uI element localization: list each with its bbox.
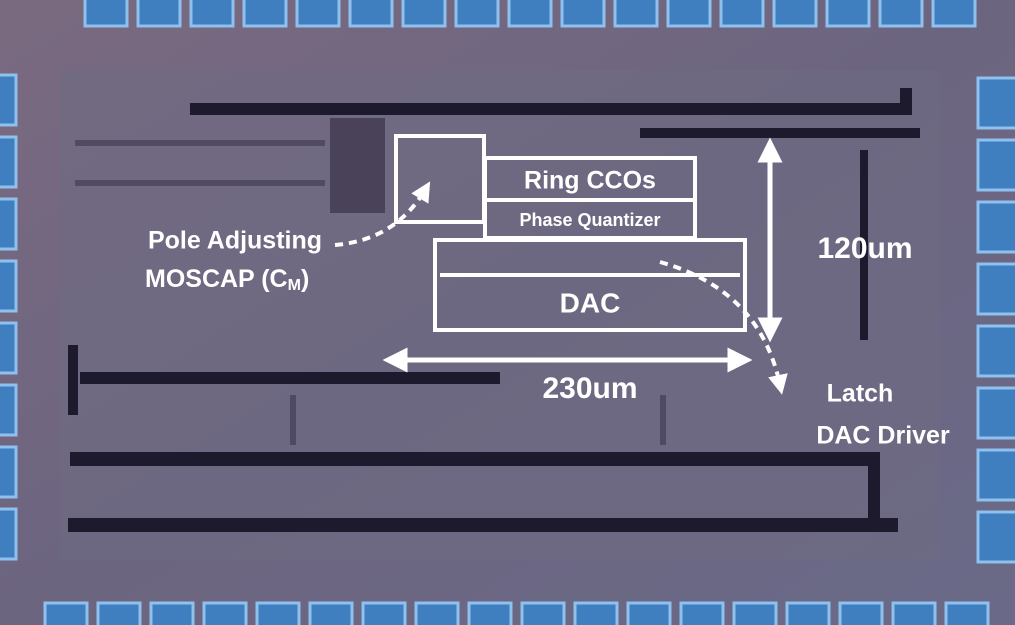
- bond-pad: [976, 324, 1015, 378]
- bond-pad: [0, 445, 18, 499]
- bond-pad: [976, 510, 1015, 564]
- bond-pad: [149, 601, 195, 625]
- trace: [860, 150, 868, 340]
- trace: [75, 140, 325, 146]
- bond-pad: [348, 0, 394, 28]
- bond-pad: [613, 0, 659, 28]
- trace: [190, 103, 910, 115]
- bond-pad: [976, 200, 1015, 254]
- bond-pad: [626, 601, 672, 625]
- bond-pad: [0, 259, 18, 313]
- dac-box: [433, 238, 747, 332]
- bond-pad: [83, 0, 129, 28]
- bond-pad: [976, 76, 1015, 130]
- bond-pad: [679, 601, 725, 625]
- moscap-subscript: M: [288, 277, 301, 294]
- bond-pad: [931, 0, 977, 28]
- trace: [68, 345, 78, 415]
- bond-pad: [454, 0, 500, 28]
- bond-pad: [666, 0, 712, 28]
- bond-pad: [520, 601, 566, 625]
- latch-label: Latch: [827, 380, 894, 408]
- bond-pad: [136, 0, 182, 28]
- dac-label: DAC: [560, 287, 621, 318]
- bond-pad: [467, 601, 513, 625]
- height-label: 120um: [817, 232, 912, 265]
- phase-quantizer-label: Phase Quantizer: [519, 210, 660, 230]
- dac-driver-label: DAC Driver: [816, 422, 950, 450]
- bond-pad: [507, 0, 553, 28]
- trace: [68, 518, 898, 532]
- bond-pad: [0, 507, 18, 561]
- bond-pad: [573, 601, 619, 625]
- pole-adjusting-label: Pole Adjusting: [148, 227, 322, 255]
- trace: [80, 372, 500, 384]
- bond-pad: [295, 0, 341, 28]
- bond-pad: [255, 601, 301, 625]
- bond-pad: [0, 383, 18, 437]
- bond-pad: [401, 0, 447, 28]
- bond-pad: [0, 135, 18, 189]
- core-area: [60, 70, 940, 560]
- bond-pad: [560, 0, 606, 28]
- annotations: Ring CCOs Phase Quantizer DAC 120um 230u…: [145, 134, 950, 450]
- trace: [75, 180, 325, 186]
- bond-pad: [944, 601, 990, 625]
- trace: [70, 452, 880, 466]
- bond-pad: [202, 601, 248, 625]
- bond-pad: [308, 601, 354, 625]
- trace: [290, 395, 296, 445]
- ring-ccos-label: Ring CCOs: [524, 167, 656, 195]
- block: [330, 118, 385, 213]
- bond-pad: [732, 601, 778, 625]
- bond-pad: [825, 0, 871, 28]
- bond-pad: [976, 386, 1015, 440]
- bond-pad: [96, 601, 142, 625]
- moscap-prefix: MOSCAP (C: [145, 265, 288, 293]
- bond-pad: [891, 601, 937, 625]
- bond-pad: [719, 0, 765, 28]
- bond-pad: [0, 321, 18, 375]
- trace: [660, 395, 666, 445]
- bond-pad: [772, 0, 818, 28]
- bond-pad: [242, 0, 288, 28]
- trace: [868, 452, 880, 532]
- bond-pad: [0, 73, 18, 127]
- trace: [640, 128, 920, 138]
- bond-pad: [361, 601, 407, 625]
- bond-pad: [976, 448, 1015, 502]
- bond-pad: [43, 601, 89, 625]
- moscap-label: MOSCAP (CM): [145, 265, 309, 295]
- bond-pad: [414, 601, 460, 625]
- driver-pointer: [659, 260, 788, 395]
- bond-pad: [878, 0, 924, 28]
- moscap-suffix: ): [301, 265, 309, 293]
- metal-traces: [68, 88, 920, 532]
- bond-pad: [838, 601, 884, 625]
- bond-pad: [0, 197, 18, 251]
- bond-pad: [976, 138, 1015, 192]
- width-label: 230um: [542, 372, 637, 405]
- bond-pad: [976, 262, 1015, 316]
- trace: [900, 88, 912, 115]
- bond-pad: [189, 0, 235, 28]
- bond-pad: [785, 601, 831, 625]
